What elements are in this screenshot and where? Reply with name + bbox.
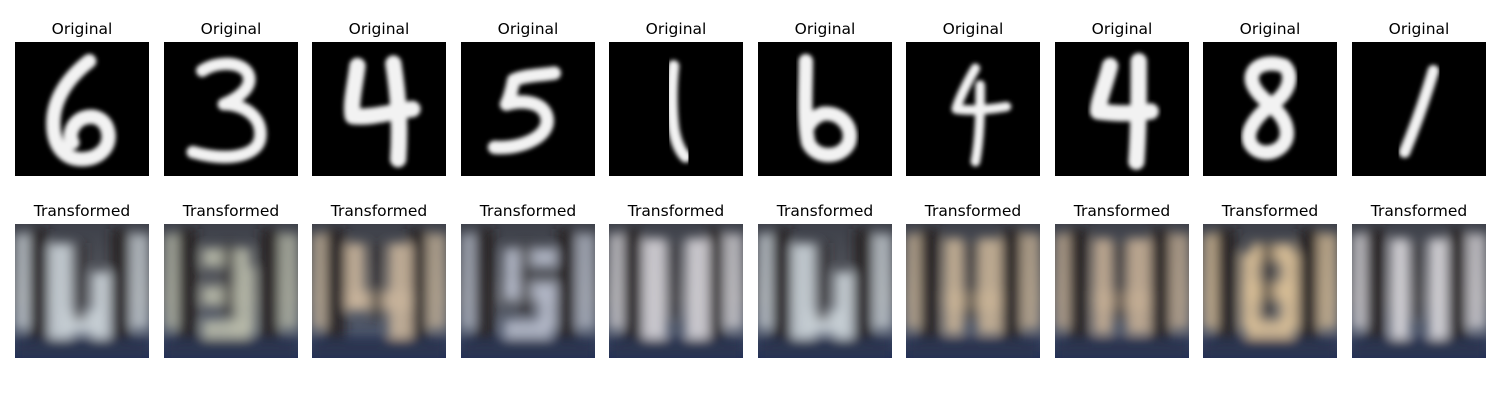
original-panel-2 [164, 42, 298, 176]
digit-image [758, 42, 892, 176]
original-title-2: Original [200, 20, 262, 38]
transformed-panel-4 [461, 224, 595, 358]
transformed-image [312, 224, 446, 358]
transformed-panel-9 [1203, 224, 1337, 358]
digit-image [609, 42, 743, 176]
transformed-image [1203, 224, 1337, 358]
original-title-8: Original [1091, 20, 1153, 38]
digit-stroke [343, 55, 421, 168]
digit-image [906, 42, 1040, 176]
original-panel-5 [609, 42, 743, 176]
transformed-panel-2 [164, 224, 298, 358]
digit-stroke [186, 57, 267, 164]
digit-stroke [46, 53, 116, 167]
transformed-image [1352, 224, 1486, 358]
digit-image [1055, 42, 1189, 176]
transformed-image [164, 224, 298, 358]
digit-stroke [1089, 53, 1159, 170]
transformed-image [906, 224, 1040, 358]
transformed-image [758, 224, 892, 358]
digit-stroke [1398, 64, 1440, 158]
original-title-6: Original [794, 20, 856, 38]
digit-image [164, 42, 298, 176]
transformed-title-7: Transformed [924, 202, 1022, 220]
transformed-image [461, 224, 595, 358]
original-title-10: Original [1388, 20, 1450, 38]
digit-stroke [798, 53, 857, 163]
digit-image [1352, 42, 1486, 176]
transformed-panel-6 [758, 224, 892, 358]
original-title-3: Original [348, 20, 410, 38]
original-panel-7 [906, 42, 1040, 176]
transformed-panel-5 [609, 224, 743, 358]
original-panel-9 [1203, 42, 1337, 176]
original-panel-3 [312, 42, 446, 176]
original-panel-4 [461, 42, 595, 176]
original-title-1: Original [51, 20, 113, 38]
digit-stroke [487, 66, 562, 155]
transformed-title-2: Transformed [182, 202, 280, 220]
digit-stroke [951, 63, 1012, 167]
digit-stroke [1241, 56, 1297, 160]
transformed-panel-1 [15, 224, 149, 358]
transformed-title-10: Transformed [1370, 202, 1468, 220]
digit-image [461, 42, 595, 176]
original-title-7: Original [942, 20, 1004, 38]
digit-image [1203, 42, 1337, 176]
transformed-title-4: Transformed [479, 202, 577, 220]
digit-image [312, 42, 446, 176]
transformed-title-3: Transformed [330, 202, 428, 220]
original-title-9: Original [1239, 20, 1301, 38]
transformed-image [609, 224, 743, 358]
digit-image [15, 42, 149, 176]
transformed-panel-7 [906, 224, 1040, 358]
transformed-image [1055, 224, 1189, 358]
transformed-panel-8 [1055, 224, 1189, 358]
transformed-title-8: Transformed [1073, 202, 1171, 220]
original-panel-6 [758, 42, 892, 176]
transformed-image [15, 224, 149, 358]
transformed-title-1: Transformed [33, 202, 131, 220]
transformed-title-5: Transformed [627, 202, 725, 220]
digit-stroke [666, 60, 692, 163]
transformed-title-6: Transformed [776, 202, 874, 220]
transformed-panel-3 [312, 224, 446, 358]
original-panel-10 [1352, 42, 1486, 176]
original-title-4: Original [497, 20, 559, 38]
original-panel-8 [1055, 42, 1189, 176]
transformed-panel-10 [1352, 224, 1486, 358]
original-panel-1 [15, 42, 149, 176]
transformed-title-9: Transformed [1221, 202, 1319, 220]
original-title-5: Original [645, 20, 707, 38]
